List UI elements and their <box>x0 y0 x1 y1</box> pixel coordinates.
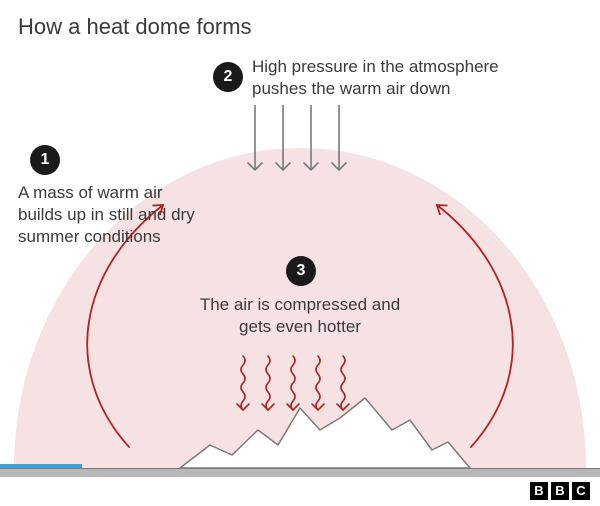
ground-land <box>0 468 600 477</box>
step-2-text: High pressure in the atmosphere pushes t… <box>252 56 552 100</box>
bbc-logo-letter: B <box>551 482 569 500</box>
bbc-logo-letter: B <box>530 482 548 500</box>
bottom-cover <box>0 477 600 506</box>
step-1-badge: 1 <box>30 145 60 175</box>
bbc-logo-letter: C <box>572 482 590 500</box>
step-2-badge: 2 <box>213 62 243 92</box>
bbc-logo: B B C <box>530 482 590 500</box>
diagram-title: How a heat dome forms <box>18 14 252 40</box>
step-1-text: A mass of warm air builds up in still an… <box>18 182 208 248</box>
diagram-canvas: How a heat dome forms 1 A mass of warm a… <box>0 0 600 506</box>
step-3-text: The air is compressed and gets even hott… <box>190 294 410 338</box>
step-3-badge: 3 <box>286 256 316 286</box>
